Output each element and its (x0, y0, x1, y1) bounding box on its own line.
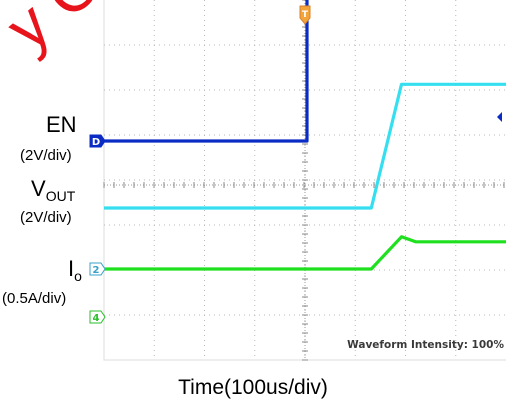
trigger-marker-shape (299, 5, 311, 25)
io-scale: (0.5A/div) (2, 290, 67, 307)
trace-vout (104, 82, 506, 210)
trace-io (104, 235, 506, 271)
ch-marker-2-text: 2 (93, 265, 100, 276)
vout-label: VOUT (31, 176, 76, 204)
io-subscript: o (74, 268, 82, 284)
ch-marker-d-text: D (92, 137, 100, 148)
right-arrow-icon (497, 112, 502, 122)
waveform-traces (104, 0, 506, 271)
x-axis-label: Time(100us/div) (178, 376, 328, 399)
trace-en (104, 0, 309, 143)
io-label: Io (68, 256, 82, 284)
vout-subscript: OUT (45, 188, 76, 204)
ch-marker-4-text: 4 (93, 313, 100, 324)
scope-display: D 2 4 T (89, 0, 506, 361)
ch-marker-4-shape (89, 310, 106, 324)
ch-marker-2-shape (89, 262, 106, 276)
vout-scale: (2V/div) (20, 209, 72, 226)
en-scale: (2V/div) (20, 147, 72, 164)
waveform-intensity: Waveform Intensity: 100% (347, 339, 504, 351)
scope-grid (103, 0, 506, 361)
ch-marker-d-shape (89, 134, 106, 148)
channel-markers: D 2 4 T (89, 5, 502, 324)
trigger-marker-text: T (302, 10, 309, 20)
en-label: EN (46, 112, 77, 137)
